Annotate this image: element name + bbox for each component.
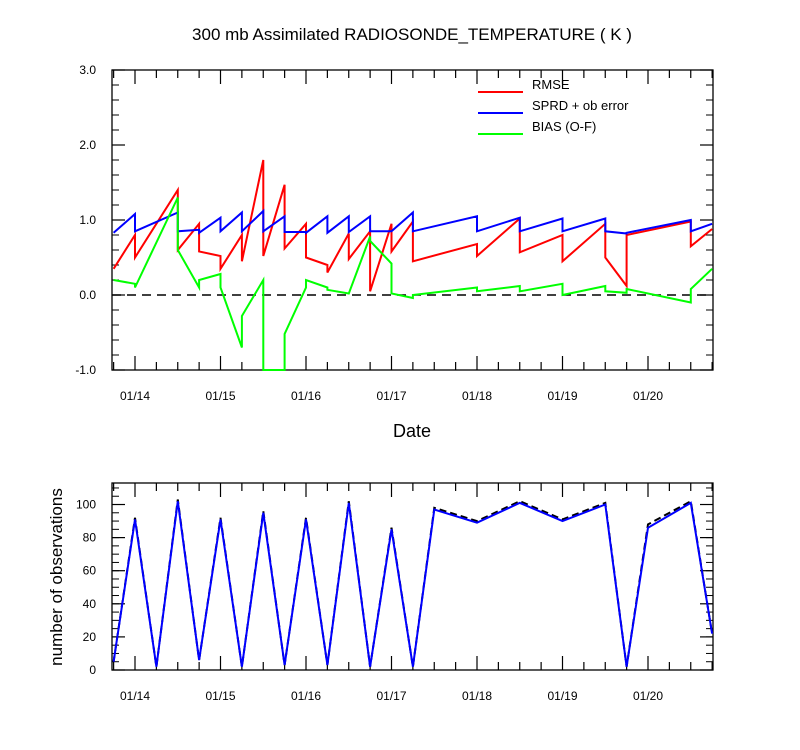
top-y-tick-label: 2.0 xyxy=(79,138,96,152)
bottom-x-tick-label: 01/17 xyxy=(376,689,406,703)
legend-label: RMSE xyxy=(532,77,570,92)
bottom-y-tick-label: 100 xyxy=(76,498,96,512)
top-x-tick-label: 01/15 xyxy=(205,389,235,403)
top-y-tick-label: 1.0 xyxy=(79,213,96,227)
bottom-y-tick-label: 0 xyxy=(89,663,96,677)
top-y-tick-label: 3.0 xyxy=(79,63,96,77)
top-x-tick-label: 01/16 xyxy=(291,389,321,403)
top-y-tick-label: 0.0 xyxy=(79,288,96,302)
legend-label: BIAS (O-F) xyxy=(532,119,596,134)
top-x-tick-label: 01/19 xyxy=(547,389,577,403)
bottom-y-tick-label: 60 xyxy=(83,564,97,578)
top-panel: 3.0 2.0 1.0 0.0 -1.0 01/14 01/15 01/16 01/17 01/1… xyxy=(75,63,714,403)
bottom-y-axis-label: number of observations xyxy=(47,488,66,666)
top-x-axis-label: Date xyxy=(393,421,431,441)
bottom-x-tick-label: 01/15 xyxy=(205,689,235,703)
bottom-x-tick-label: 01/18 xyxy=(462,689,492,703)
bottom-y-tick-label: 80 xyxy=(83,531,97,545)
top-series-sprd-ob-error xyxy=(112,208,713,235)
legend-label: SPRD + ob error xyxy=(532,98,629,113)
bottom-panel: 0 20 40 60 80 100 01/14 01/15 01/16 01/17 01/18 01/… xyxy=(76,482,714,703)
top-x-tick-label: 01/20 xyxy=(633,389,663,403)
bottom-y-tick-label: 20 xyxy=(83,630,97,644)
bottom-series-series-2 xyxy=(112,501,714,667)
top-x-tick-label: 01/17 xyxy=(376,389,406,403)
bottom-x-tick-label: 01/20 xyxy=(633,689,663,703)
top-y-tick-label: -1.0 xyxy=(75,363,96,377)
top-x-tick-label: 01/14 xyxy=(120,389,150,403)
bottom-x-tick-label: 01/16 xyxy=(291,689,321,703)
bottom-y-tick-label: 40 xyxy=(83,597,97,611)
bottom-x-tick-label: 01/14 xyxy=(120,689,150,703)
chart-title: 300 mb Assimilated RADIOSONDE_TEMPERATUR… xyxy=(192,25,632,44)
top-x-tick-label: 01/18 xyxy=(462,389,492,403)
top-series-rmse xyxy=(112,159,713,292)
top-series-bias-o-f xyxy=(113,197,713,371)
bottom-x-tick-label: 01/19 xyxy=(547,689,577,703)
